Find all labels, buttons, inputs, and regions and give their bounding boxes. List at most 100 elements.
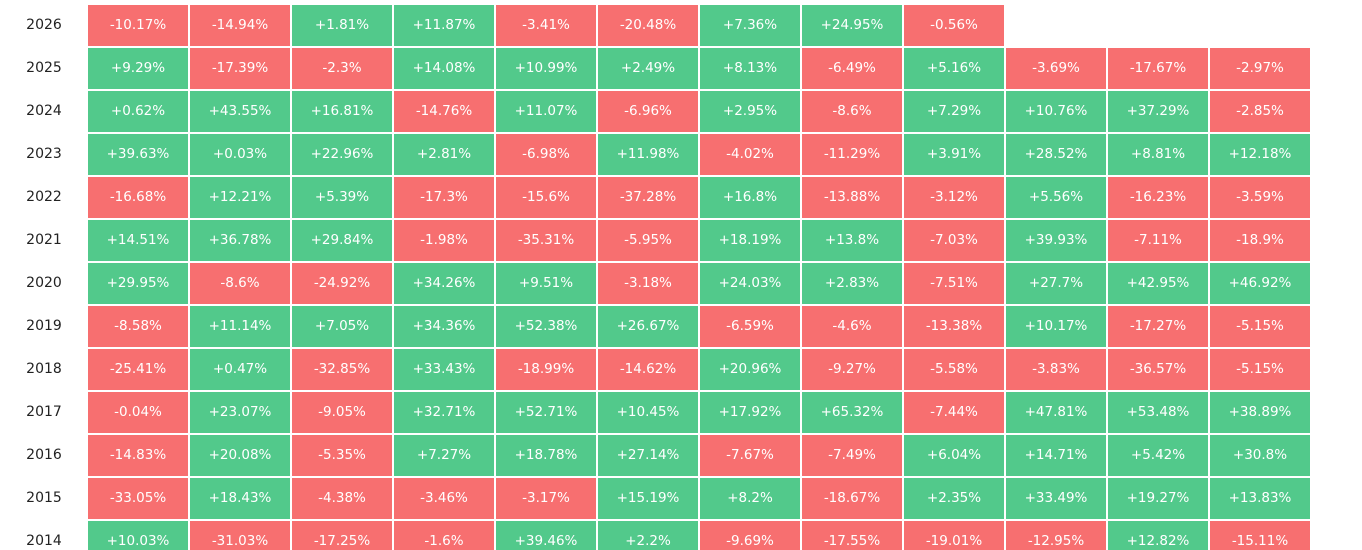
- return-cell: -5.15%: [1210, 306, 1310, 347]
- return-cell: +24.03%: [700, 263, 800, 304]
- return-cell: -6.96%: [598, 91, 698, 132]
- return-cell: +18.78%: [496, 435, 596, 476]
- return-cell: -5.58%: [904, 349, 1004, 390]
- return-cell: +38.89%: [1210, 392, 1310, 433]
- return-cell: -17.3%: [394, 177, 494, 218]
- return-cell: -4.02%: [700, 134, 800, 175]
- return-cell: +8.2%: [700, 478, 800, 519]
- return-cell: +32.71%: [394, 392, 494, 433]
- return-cell: +8.81%: [1108, 134, 1208, 175]
- return-cell: +12.21%: [190, 177, 290, 218]
- return-cell: -3.17%: [496, 478, 596, 519]
- return-cell: -3.59%: [1210, 177, 1310, 218]
- return-cell: +10.03%: [88, 521, 188, 550]
- return-cell: -17.39%: [190, 48, 290, 89]
- return-cell: +33.43%: [394, 349, 494, 390]
- return-cell: -7.67%: [700, 435, 800, 476]
- return-cell: -7.11%: [1108, 220, 1208, 261]
- return-cell: -12.95%: [1006, 521, 1106, 550]
- return-cell: +3.91%: [904, 134, 1004, 175]
- return-cell: +23.07%: [190, 392, 290, 433]
- return-cell: -4.38%: [292, 478, 392, 519]
- year-label: 2025: [26, 60, 62, 76]
- return-cell: -6.59%: [700, 306, 800, 347]
- year-label: 2018: [26, 361, 62, 377]
- return-cell: -14.62%: [598, 349, 698, 390]
- return-cell: +29.84%: [292, 220, 392, 261]
- return-cell: -35.31%: [496, 220, 596, 261]
- return-cell: +13.8%: [802, 220, 902, 261]
- return-cell: +0.03%: [190, 134, 290, 175]
- return-cell: -17.25%: [292, 521, 392, 550]
- return-cell: -33.05%: [88, 478, 188, 519]
- return-cell: -5.95%: [598, 220, 698, 261]
- return-cell: -18.9%: [1210, 220, 1310, 261]
- return-cell: +46.92%: [1210, 263, 1310, 304]
- return-cell: +10.17%: [1006, 306, 1106, 347]
- year-label: 2024: [26, 103, 62, 119]
- return-cell: +7.27%: [394, 435, 494, 476]
- return-cell: +28.52%: [1006, 134, 1106, 175]
- return-cell: -0.56%: [904, 5, 1004, 46]
- return-cell: +53.48%: [1108, 392, 1208, 433]
- return-cell: -20.48%: [598, 5, 698, 46]
- return-cell: -14.76%: [394, 91, 494, 132]
- return-cell: +1.81%: [292, 5, 392, 46]
- return-cell: +5.56%: [1006, 177, 1106, 218]
- return-cell: -7.49%: [802, 435, 902, 476]
- return-cell: +19.27%: [1108, 478, 1208, 519]
- return-cell: +2.81%: [394, 134, 494, 175]
- return-cell: +10.45%: [598, 392, 698, 433]
- return-cell: +10.99%: [496, 48, 596, 89]
- return-cell: -24.92%: [292, 263, 392, 304]
- return-cell: -14.94%: [190, 5, 290, 46]
- return-cell: +42.95%: [1108, 263, 1208, 304]
- return-cell: +20.08%: [190, 435, 290, 476]
- return-cell: +29.95%: [88, 263, 188, 304]
- year-label: 2019: [26, 318, 62, 334]
- return-cell: +5.16%: [904, 48, 1004, 89]
- year-label: 2020: [26, 275, 62, 291]
- return-cell: -2.85%: [1210, 91, 1310, 132]
- return-cell: -0.04%: [88, 392, 188, 433]
- return-cell: +12.82%: [1108, 521, 1208, 550]
- year-label: 2026: [26, 17, 62, 33]
- return-cell: -36.57%: [1108, 349, 1208, 390]
- return-cell: -5.35%: [292, 435, 392, 476]
- return-cell: +16.8%: [700, 177, 800, 218]
- return-cell: -5.15%: [1210, 349, 1310, 390]
- return-cell: +8.13%: [700, 48, 800, 89]
- return-cell: +13.83%: [1210, 478, 1310, 519]
- return-cell: -2.97%: [1210, 48, 1310, 89]
- return-cell: -4.6%: [802, 306, 902, 347]
- return-cell: -17.67%: [1108, 48, 1208, 89]
- return-cell: -7.51%: [904, 263, 1004, 304]
- return-cell: +27.7%: [1006, 263, 1106, 304]
- year-label: 2014: [26, 533, 62, 549]
- return-cell: +34.36%: [394, 306, 494, 347]
- return-cell: +11.87%: [394, 5, 494, 46]
- return-cell: -37.28%: [598, 177, 698, 218]
- return-cell: +0.47%: [190, 349, 290, 390]
- return-cell: +2.83%: [802, 263, 902, 304]
- return-cell: +2.95%: [700, 91, 800, 132]
- return-cell: -16.68%: [88, 177, 188, 218]
- return-cell: -9.69%: [700, 521, 800, 550]
- year-label: 2017: [26, 404, 62, 420]
- return-cell: +22.96%: [292, 134, 392, 175]
- return-cell: +7.05%: [292, 306, 392, 347]
- return-cell: +47.81%: [1006, 392, 1106, 433]
- return-cell: +20.96%: [700, 349, 800, 390]
- return-cell: -9.05%: [292, 392, 392, 433]
- return-cell: +27.14%: [598, 435, 698, 476]
- return-cell: -6.49%: [802, 48, 902, 89]
- return-cell: +14.51%: [88, 220, 188, 261]
- return-cell: +39.63%: [88, 134, 188, 175]
- return-cell: +7.36%: [700, 5, 800, 46]
- year-label: 2015: [26, 490, 62, 506]
- return-cell: +9.29%: [88, 48, 188, 89]
- return-cell: -3.46%: [394, 478, 494, 519]
- return-cell: +11.07%: [496, 91, 596, 132]
- return-cell: +52.38%: [496, 306, 596, 347]
